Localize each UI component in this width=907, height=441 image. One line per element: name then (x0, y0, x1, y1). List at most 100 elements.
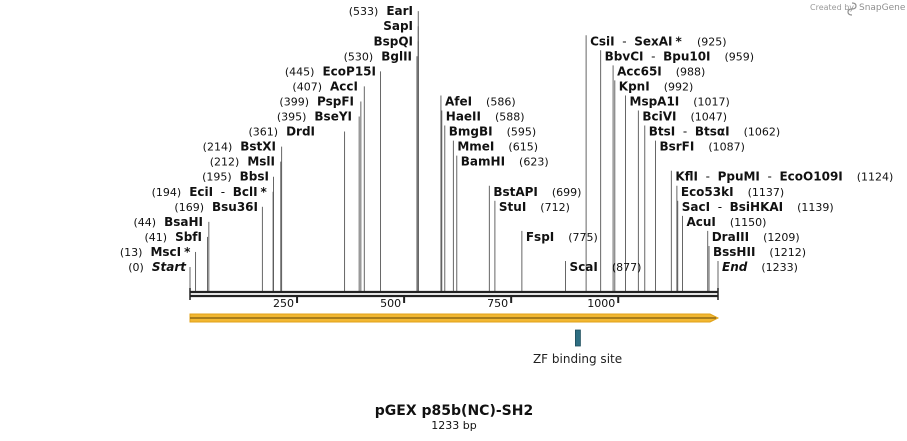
enzyme-name-ecoo109i[interactable]: EcoO109I (779, 170, 842, 184)
enzyme-name-kfli[interactable]: KflI (675, 170, 698, 184)
enzyme-label-right[interactable]: BbvCI - Bpu10I (959) (605, 49, 754, 63)
enzyme-label-right[interactable]: MmeI (615) (457, 140, 538, 154)
enzyme-name-acui[interactable]: AcuI (686, 215, 715, 229)
enzyme-label-right[interactable]: BciVI (1047) (642, 110, 727, 124)
enzyme-label-right[interactable]: AcuI (1150) (686, 215, 766, 229)
ruler-tick-label: 1000 (587, 297, 615, 310)
enzyme-name-acci[interactable]: AccI (330, 79, 358, 93)
orientation-arrow[interactable] (189, 313, 720, 323)
enzyme-name-bstxi[interactable]: BstXI (240, 140, 276, 154)
enzyme-label-right[interactable]: BstAPI (699) (493, 185, 581, 199)
enzyme-label-left[interactable]: BstXI (214) (203, 140, 276, 154)
enzyme-name-pspfi[interactable]: PspFI (317, 94, 354, 108)
enzyme-name-btsi[interactable]: BtsI (649, 125, 676, 139)
enzyme-label-left[interactable]: MslI (212) (210, 155, 275, 169)
enzyme-name-start[interactable]: Start (152, 260, 187, 274)
enzyme-label-right[interactable]: BsrFI (1087) (659, 140, 744, 154)
enzyme-name-stui[interactable]: StuI (499, 200, 526, 214)
enzyme-label-left[interactable]: SapI (383, 19, 413, 33)
enzyme-name-draiii[interactable]: DraIII (712, 230, 749, 244)
enzyme-name-acc65i[interactable]: Acc65I (617, 64, 662, 78)
enzyme-label-left[interactable]: BsaHI (44) (134, 215, 204, 229)
enzyme-label-right[interactable]: BssHII (1212) (713, 245, 806, 259)
enzyme-name-sbfi[interactable]: SbfI (175, 230, 202, 244)
enzyme-label-right[interactable]: BamHI (623) (461, 155, 549, 169)
enzyme-label-left[interactable]: Start (0) (128, 260, 187, 274)
enzyme-name-eco53ki[interactable]: Eco53kI (681, 185, 734, 199)
enzyme-name-ppumi[interactable]: PpuMI (718, 170, 760, 184)
enzyme-label-left[interactable]: BbsI (195) (202, 170, 269, 184)
enzyme-label-right[interactable]: CsiI - SexAI * (925) (590, 34, 726, 48)
enzyme-label-right[interactable]: SacI - BsiHKAI (1139) (682, 200, 834, 214)
dna-backbone[interactable] (189, 288, 719, 300)
enzyme-label-right[interactable]: End (1233) (722, 260, 798, 274)
enzyme-name-bsahi[interactable]: BsaHI (164, 215, 203, 229)
enzyme-label-right[interactable]: BmgBI (595) (449, 125, 536, 139)
enzyme-label-left[interactable]: BseYI (395) (277, 110, 352, 124)
enzyme-name-haeii[interactable]: HaeII (446, 110, 481, 124)
enzyme-label-right[interactable]: KpnI (992) (619, 79, 693, 93)
enzyme-name-end[interactable]: End (722, 260, 748, 274)
enzyme-name-bsshii[interactable]: BssHII (713, 245, 755, 259)
enzyme-name-bcivi[interactable]: BciVI (642, 110, 676, 124)
enzyme-name-ecii[interactable]: EciI (189, 185, 213, 199)
enzyme-name-eari[interactable]: EarI (386, 4, 413, 18)
enzyme-label-left[interactable]: SbfI (41) (144, 230, 202, 244)
enzyme-name-bbsi[interactable]: BbsI (240, 170, 269, 184)
enzyme-name-csii[interactable]: CsiI (590, 34, 615, 48)
enzyme-label-right[interactable]: HaeII (588) (446, 110, 525, 124)
enzyme-label-right[interactable]: KflI - PpuMI - EcoO109I (1124) (675, 170, 893, 184)
enzyme-label-left[interactable]: AccI (407) (292, 79, 358, 93)
enzyme-name-drdi[interactable]: DrdI (286, 125, 315, 139)
enzyme-name-bsihkai[interactable]: BsiHKAI (730, 200, 784, 214)
enzyme-name-bsu36i[interactable]: Bsu36I (212, 200, 258, 214)
ruler-ticks: 250 500 750 1000 (273, 296, 620, 310)
enzyme-name-mmei[interactable]: MmeI (457, 140, 494, 154)
separator: - (213, 185, 233, 199)
enzyme-name-ecop15i[interactable]: EcoP15I (322, 64, 376, 78)
enzyme-label-right[interactable]: MspA1I (1017) (630, 94, 730, 108)
feature-zf-binding-site[interactable] (575, 329, 581, 347)
enzyme-label-right[interactable]: StuI (712) (499, 200, 570, 214)
enzyme-position: (407) (292, 80, 322, 93)
enzyme-name-bglii[interactable]: BglII (381, 49, 412, 63)
enzyme-label-right[interactable]: BtsI - BtsαI (1062) (649, 125, 780, 139)
enzyme-name-msci[interactable]: MscI (150, 245, 181, 259)
enzyme-name-msli[interactable]: MslI (247, 155, 275, 169)
enzyme-name-bamhi[interactable]: BamHI (461, 155, 505, 169)
enzyme-name-fspi[interactable]: FspI (526, 230, 554, 244)
enzyme-name-sapi[interactable]: SapI (383, 19, 413, 33)
enzyme-label-left[interactable]: BglII (530) (344, 49, 412, 63)
enzyme-name-bts-i[interactable]: BtsαI (695, 125, 730, 139)
enzyme-label-left[interactable]: PspFI (399) (279, 94, 354, 108)
enzyme-label-right[interactable]: AfeI (586) (445, 94, 516, 108)
enzyme-label-right[interactable]: Acc65I (988) (617, 64, 705, 78)
enzyme-name-bstapi[interactable]: BstAPI (493, 185, 538, 199)
enzyme-name-scai[interactable]: ScaI (570, 260, 598, 274)
enzyme-label-right[interactable]: ScaI (877) (570, 260, 642, 274)
enzyme-name-bcli[interactable]: BclI (233, 185, 258, 199)
enzyme-label-left[interactable]: DrdI (361) (248, 125, 315, 139)
enzyme-name-bsrfi[interactable]: BsrFI (659, 140, 694, 154)
enzyme-label-right[interactable]: Eco53kI (1137) (681, 185, 784, 199)
enzyme-name-bbvci[interactable]: BbvCI (605, 49, 644, 63)
enzyme-name-saci[interactable]: SacI (682, 200, 710, 214)
enzyme-label-right[interactable]: DraIII (1209) (712, 230, 800, 244)
enzyme-name-sexai[interactable]: SexAI (634, 34, 672, 48)
enzyme-label-right[interactable]: FspI (775) (526, 230, 598, 244)
enzyme-label-left[interactable]: BspQI (373, 34, 413, 48)
enzyme-label-left[interactable]: EciI - BclI * (194) (152, 185, 268, 199)
enzyme-name-bmgbi[interactable]: BmgBI (449, 125, 493, 139)
enzyme-label-left[interactable]: EarI (533) (349, 4, 413, 18)
enzyme-label-left[interactable]: Bsu36I (169) (174, 200, 258, 214)
enzyme-name-mspa1i[interactable]: MspA1I (630, 94, 680, 108)
enzyme-name-bspqi[interactable]: BspQI (373, 34, 413, 48)
enzyme-name-bseyi[interactable]: BseYI (314, 110, 352, 124)
enzyme-name-bpu10i[interactable]: Bpu10I (663, 49, 710, 63)
enzyme-name-kpni[interactable]: KpnI (619, 79, 650, 93)
enzyme-label-left[interactable]: MscI * (13) (120, 245, 191, 259)
enzyme-label-left[interactable]: EcoP15I (445) (285, 64, 376, 78)
ruler-tick-label: 500 (380, 297, 401, 310)
enzyme-name-afei[interactable]: AfeI (445, 94, 472, 108)
